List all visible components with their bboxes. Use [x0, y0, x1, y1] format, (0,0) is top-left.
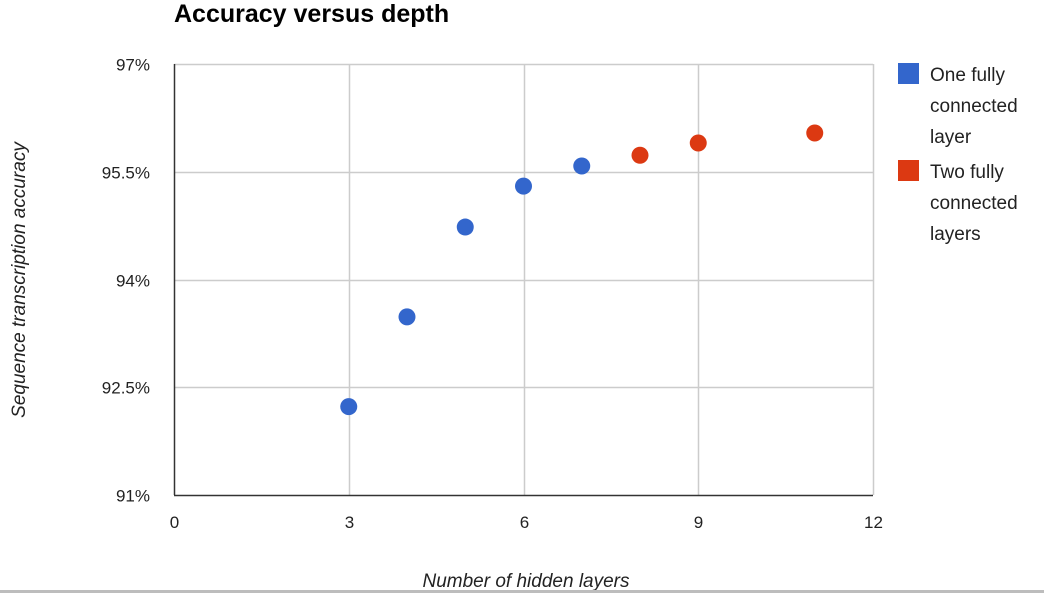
gridlines [174, 63, 875, 495]
data-point-series-2 [689, 134, 707, 152]
data-point-series-1 [456, 218, 474, 236]
legend-label-line: connected [930, 193, 1018, 214]
y-tick-label: 91% [116, 487, 150, 506]
x-tick-label: 9 [694, 513, 703, 532]
data-point-series-1 [573, 157, 591, 175]
data-point-series-2 [806, 124, 824, 142]
bottom-divider [0, 590, 1044, 593]
x-tick-label: 6 [520, 513, 529, 532]
data-point-series-1 [340, 398, 358, 416]
y-tick-label: 97% [116, 56, 150, 75]
x-tick-label: 3 [345, 513, 354, 532]
y-tick-label: 94% [116, 272, 150, 291]
legend-label-line: layer [930, 127, 972, 148]
data-points [340, 124, 824, 416]
legend-label-line: One fully [930, 65, 1005, 86]
legend-label-line: Two fully [930, 162, 1004, 183]
chart-title: Accuracy versus depth [174, 0, 449, 28]
y-tick-label: 95.5% [102, 164, 150, 183]
axes [173, 64, 873, 497]
legend: One fully connected layer Two fully connecte… [898, 63, 1018, 245]
y-tick-label: 92.5% [102, 379, 150, 398]
x-axis-label: Number of hidden layers [423, 571, 630, 592]
tick-labels: 91% 92.5% 94% 95.5% 97% 0 3 6 9 12 [102, 56, 883, 533]
legend-swatch [898, 160, 919, 181]
x-tick-label: 12 [864, 513, 883, 532]
data-point-series-1 [515, 177, 532, 195]
y-axis-label: Sequence transcription accuracy [9, 141, 30, 418]
data-point-series-2 [631, 146, 649, 164]
legend-label-line: connected [930, 96, 1018, 117]
legend-swatch [898, 63, 919, 84]
data-point-series-1 [398, 308, 416, 326]
legend-label-line: layers [930, 224, 981, 245]
x-tick-label: 0 [170, 513, 179, 532]
